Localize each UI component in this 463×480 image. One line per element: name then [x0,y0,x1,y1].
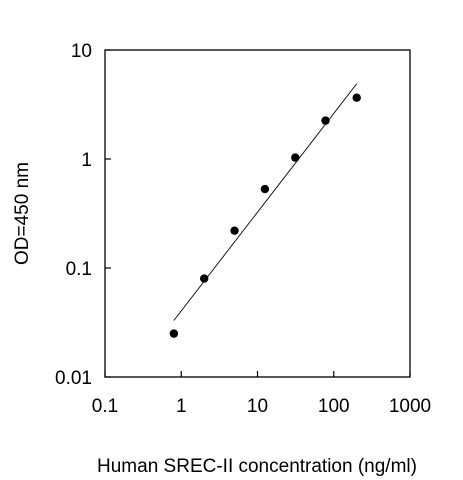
data-point [291,153,300,162]
data-point [352,93,361,102]
y-tick-label: 10 [71,41,92,62]
x-tick-label: 1 [176,396,187,417]
data-point [260,184,270,194]
data-point [230,226,239,235]
y-axis-ticks: 0.01 0.1 1 10 [55,41,111,389]
data-point [169,329,179,338]
data-point [200,274,209,283]
x-axis-title: Human SREC-II concentration (ng/ml) [97,456,417,477]
y-tick-label: 1 [81,150,92,171]
y-tick-label: 0.01 [55,368,92,389]
x-tick-label: 0.1 [92,396,118,417]
x-tick-label: 10 [247,396,268,417]
y-tick-label: 0.1 [66,259,92,280]
plot-frame [104,49,411,378]
x-tick-label: 100 [318,396,350,417]
data-point [321,116,330,125]
y-axis-title: OD=450 nm [12,162,33,265]
x-axis-ticks: 0.1 1 10 100 1000 [92,371,431,417]
x-tick-label: 1000 [389,396,431,417]
data-points [169,93,361,338]
